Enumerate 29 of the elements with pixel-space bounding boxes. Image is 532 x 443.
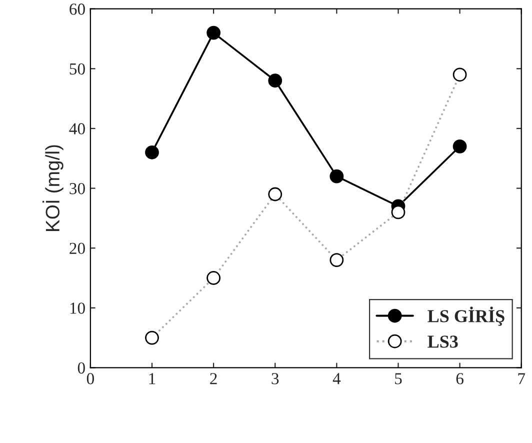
x-tick-label: 6 [456,373,464,384]
y-tick-label: 60 [70,4,85,15]
x-tick-label: 4 [332,373,341,384]
point [206,271,221,285]
legend-label: LS3 [428,336,458,348]
point [268,187,282,202]
x-tick-label: 0 [86,373,94,384]
point [452,139,467,154]
point [330,169,344,184]
point [391,205,406,220]
y-tick-label: 50 [70,63,85,75]
y-tick-label: 10 [70,302,85,314]
x-tick-label: 3 [272,373,279,384]
y-tick-label: 20 [70,242,85,254]
y-tick-label: 30 [70,182,85,194]
y-axis-title: KOİ (mg/l) [42,145,64,231]
x-tick-label: 7 [518,373,526,384]
point [268,74,282,88]
y-tick-label: 0 [78,362,85,374]
point [206,26,221,40]
legend-label: LS GİRİŞ [428,306,504,326]
x-tick-label: 5 [395,373,402,384]
point [145,330,159,345]
point [330,253,344,267]
point [145,145,159,160]
y-tick-label: 40 [69,123,85,134]
x-tick-label: 1 [149,373,156,384]
point [452,68,467,82]
x-tick-label: 2 [210,373,217,384]
